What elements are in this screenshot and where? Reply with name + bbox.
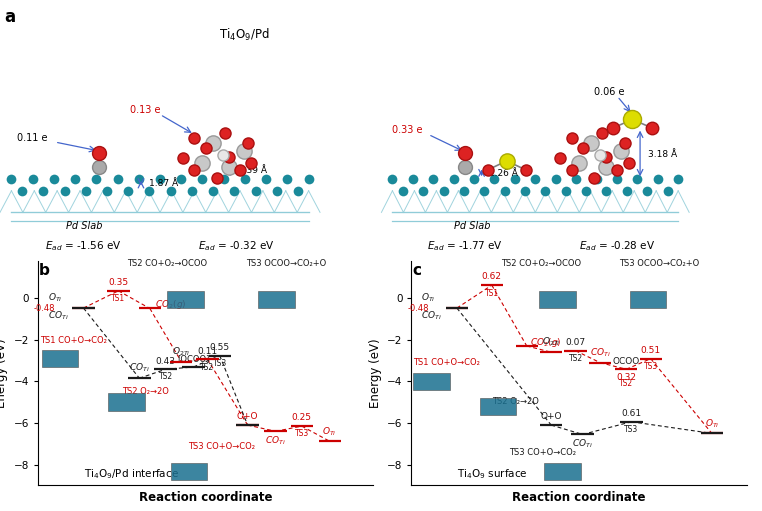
Y-axis label: Energy (eV): Energy (eV) bbox=[0, 338, 8, 408]
Text: $CO_2(g)$: $CO_2(g)$ bbox=[530, 336, 562, 349]
Y-axis label: Energy (eV): Energy (eV) bbox=[369, 338, 382, 408]
Text: TS2: TS2 bbox=[620, 379, 633, 388]
Text: 0.06 e: 0.06 e bbox=[594, 86, 625, 97]
Text: Ti$_4$O$_9$/Pd: Ti$_4$O$_9$/Pd bbox=[219, 27, 269, 42]
Text: 0.33 e: 0.33 e bbox=[392, 125, 423, 135]
Text: 0.07: 0.07 bbox=[565, 338, 586, 347]
Text: $CO_{Ti}$: $CO_{Ti}$ bbox=[421, 310, 442, 322]
Text: TS2 O₂→2O: TS2 O₂→2O bbox=[491, 397, 539, 406]
Text: 0.61: 0.61 bbox=[622, 409, 642, 418]
Text: TS3 CO+O→CO₂: TS3 CO+O→CO₂ bbox=[188, 442, 255, 451]
Text: c: c bbox=[412, 263, 421, 277]
Text: TS1: TS1 bbox=[485, 289, 499, 298]
Text: TS1 CO+O→CO₂: TS1 CO+O→CO₂ bbox=[413, 358, 480, 367]
Text: TS2 O₂→2O: TS2 O₂→2O bbox=[122, 387, 169, 396]
Text: TS3 OCOO→CO₂+O: TS3 OCOO→CO₂+O bbox=[246, 259, 326, 268]
Text: $CO_{Ti}$: $CO_{Ti}$ bbox=[265, 435, 286, 447]
Text: $CO_{Ti}$: $CO_{Ti}$ bbox=[48, 310, 69, 322]
Text: 0.32: 0.32 bbox=[616, 373, 636, 382]
Text: $CO_2(g)$: $CO_2(g)$ bbox=[155, 298, 187, 311]
FancyBboxPatch shape bbox=[168, 291, 204, 309]
Text: a: a bbox=[4, 8, 15, 26]
Text: $O_{Ti}$: $O_{Ti}$ bbox=[421, 291, 436, 304]
Text: 1.87 Å: 1.87 Å bbox=[149, 179, 178, 189]
Text: 2.39 Å: 2.39 Å bbox=[238, 167, 267, 175]
Text: TS1 CO+O→CO₂: TS1 CO+O→CO₂ bbox=[40, 336, 107, 345]
Text: $O_{Ti}$: $O_{Ti}$ bbox=[322, 425, 337, 437]
Text: TS1: TS1 bbox=[111, 294, 126, 304]
Text: 0.25: 0.25 bbox=[292, 413, 312, 423]
Text: 3.18 Å: 3.18 Å bbox=[648, 150, 677, 159]
Text: $CO_{Ti}$: $CO_{Ti}$ bbox=[590, 346, 610, 359]
Text: 0.35: 0.35 bbox=[108, 278, 129, 287]
Text: $CO_{Ti}$: $CO_{Ti}$ bbox=[572, 438, 593, 451]
Text: $E_{ad}$ = -0.28 eV: $E_{ad}$ = -0.28 eV bbox=[579, 239, 655, 252]
Text: Pd Slab: Pd Slab bbox=[454, 221, 491, 231]
Text: TS3 CO+O→CO₂: TS3 CO+O→CO₂ bbox=[509, 448, 576, 457]
Text: TS2 CO+O₂→OCOO: TS2 CO+O₂→OCOO bbox=[501, 259, 581, 268]
Text: TS2 CO+O₂→OCOO: TS2 CO+O₂→OCOO bbox=[127, 259, 207, 268]
Text: TS3 OCOO→CO₂+O: TS3 OCOO→CO₂+O bbox=[620, 259, 700, 268]
Text: $CO_{Ti}$: $CO_{Ti}$ bbox=[129, 362, 150, 375]
FancyBboxPatch shape bbox=[629, 291, 667, 309]
Text: $O_{Ti}$: $O_{Ti}$ bbox=[705, 417, 719, 430]
Text: 0.13 e: 0.13 e bbox=[130, 105, 160, 115]
Text: 0.51: 0.51 bbox=[641, 346, 661, 355]
Text: $E_{ad}$ = -0.32 eV: $E_{ad}$ = -0.32 eV bbox=[198, 239, 274, 252]
Text: 0.62: 0.62 bbox=[482, 272, 502, 282]
Text: TS2: TS2 bbox=[200, 363, 215, 371]
Text: TS3: TS3 bbox=[213, 359, 227, 368]
Text: -0.48: -0.48 bbox=[408, 304, 429, 313]
Text: [OCOO]: [OCOO] bbox=[178, 355, 210, 363]
Text: 0.11 e: 0.11 e bbox=[17, 133, 47, 143]
Text: TS3: TS3 bbox=[295, 429, 309, 438]
Text: b: b bbox=[39, 263, 50, 277]
FancyBboxPatch shape bbox=[544, 463, 581, 480]
Text: -0.48: -0.48 bbox=[34, 304, 56, 313]
Text: $E_{ad}$ = -1.56 eV: $E_{ad}$ = -1.56 eV bbox=[46, 239, 122, 252]
FancyBboxPatch shape bbox=[171, 463, 207, 480]
FancyBboxPatch shape bbox=[479, 398, 517, 414]
Text: $O_{2Ti}$: $O_{2Ti}$ bbox=[542, 336, 561, 349]
FancyBboxPatch shape bbox=[413, 373, 450, 390]
Text: 0.11: 0.11 bbox=[197, 346, 217, 356]
Text: TS2: TS2 bbox=[158, 373, 173, 381]
Text: 2.26 Å: 2.26 Å bbox=[489, 169, 518, 178]
Text: OCOO: OCOO bbox=[613, 357, 640, 365]
Text: TS3: TS3 bbox=[624, 425, 639, 434]
FancyBboxPatch shape bbox=[42, 350, 78, 367]
Text: O+O: O+O bbox=[237, 412, 258, 422]
X-axis label: Reaction coordinate: Reaction coordinate bbox=[139, 491, 273, 504]
Text: Ti$_4$O$_9$ surface: Ti$_4$O$_9$ surface bbox=[457, 467, 527, 481]
Text: Pd Slab: Pd Slab bbox=[66, 221, 102, 231]
Text: $O_{Ti}$: $O_{Ti}$ bbox=[48, 291, 62, 304]
Text: O+O: O+O bbox=[540, 412, 562, 422]
X-axis label: Reaction coordinate: Reaction coordinate bbox=[512, 491, 646, 504]
FancyBboxPatch shape bbox=[539, 291, 575, 309]
Text: 0.43: 0.43 bbox=[155, 357, 175, 365]
Text: Ti$_4$O$_9$/Pd interface: Ti$_4$O$_9$/Pd interface bbox=[84, 467, 178, 481]
Text: TS3: TS3 bbox=[644, 362, 658, 371]
FancyBboxPatch shape bbox=[108, 393, 145, 410]
FancyBboxPatch shape bbox=[258, 291, 295, 309]
Text: 0.55: 0.55 bbox=[210, 343, 230, 352]
Text: $O_{2Ti}$: $O_{2Ti}$ bbox=[172, 345, 190, 358]
Text: TS2: TS2 bbox=[568, 354, 583, 363]
Text: $E_{ad}$ = -1.77 eV: $E_{ad}$ = -1.77 eV bbox=[427, 239, 503, 252]
